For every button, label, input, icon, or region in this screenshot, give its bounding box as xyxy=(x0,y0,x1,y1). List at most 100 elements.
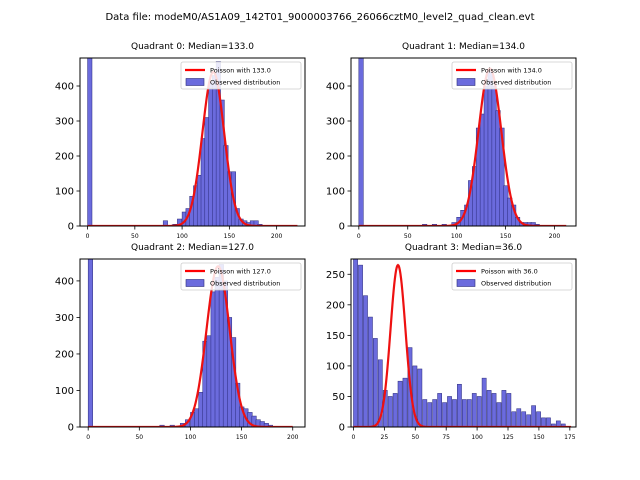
y-tick-label: 100 xyxy=(326,187,345,198)
legend-label: Poisson with 127.0 xyxy=(210,267,271,275)
x-tick-label: 125 xyxy=(502,434,514,441)
x-tick-label: 100 xyxy=(471,434,483,441)
legend-label: Observed distribution xyxy=(481,78,551,86)
x-tick-label: 0 xyxy=(86,434,90,441)
y-tick-label: 400 xyxy=(326,82,345,93)
x-tick-label: 75 xyxy=(442,434,450,441)
legend-label: Observed distribution xyxy=(210,78,280,86)
histogram-bar xyxy=(358,58,364,226)
legend: Poisson with 36.0 Observed distribution xyxy=(451,262,573,291)
y-tick-label: 300 xyxy=(55,313,74,324)
y-tick-label: 0 xyxy=(339,222,345,233)
histogram-bar xyxy=(541,417,546,427)
histogram-bar xyxy=(210,291,216,427)
histogram-bars xyxy=(353,259,566,427)
x-tick-label: 100 xyxy=(185,434,197,441)
legend: Poisson with 134.0 Observed distribution xyxy=(451,61,573,90)
x-tick-label: 100 xyxy=(451,233,463,240)
histogram-bars xyxy=(87,58,263,226)
histogram-bar xyxy=(363,295,368,427)
histogram-bar xyxy=(162,220,168,226)
histogram-bar xyxy=(397,380,403,427)
subplot-title: Quadrant 3: Median=36.0 xyxy=(405,243,523,253)
histogram-bar xyxy=(87,58,93,226)
y-tick-label: 100 xyxy=(326,361,345,372)
legend-box xyxy=(180,262,302,291)
y-tick-label: 0 xyxy=(68,423,74,434)
x-tick-label: 50 xyxy=(411,434,419,441)
x-tick-label: 0 xyxy=(352,434,356,441)
x-tick-label: 150 xyxy=(236,434,248,441)
histogram-bar xyxy=(506,393,512,427)
legend: Poisson with 133.0 Observed distribution xyxy=(180,61,302,90)
subplot-title: Quadrant 0: Median=133.0 xyxy=(131,42,254,52)
histogram-bar xyxy=(516,408,522,427)
y-tick-label: 250 xyxy=(326,270,345,281)
histogram-bar xyxy=(437,393,442,427)
legend-patch-swatch xyxy=(456,279,476,287)
plot-frame xyxy=(350,57,577,227)
legend-label: Poisson with 134.0 xyxy=(481,66,542,74)
histogram-bar xyxy=(194,408,200,427)
x-tick-label: 150 xyxy=(224,233,236,240)
histogram-bar xyxy=(466,399,472,427)
histogram-bar xyxy=(531,405,536,427)
x-tick-label: 50 xyxy=(131,233,139,240)
legend-label: Poisson with 133.0 xyxy=(210,66,271,74)
histogram-bar xyxy=(481,377,487,427)
x-tick-label: 25 xyxy=(381,434,389,441)
y-tick-label: 300 xyxy=(55,117,74,128)
y-tick-label: 150 xyxy=(326,331,345,342)
subplot-title: Quadrant 2: Median=127.0 xyxy=(131,243,254,253)
histogram-bar xyxy=(521,411,527,427)
histogram-bar xyxy=(358,264,363,427)
poisson-curve xyxy=(353,263,572,427)
histogram-bar xyxy=(476,396,482,427)
histogram-bar xyxy=(462,399,467,427)
x-tick-label: 0 xyxy=(86,233,90,240)
histogram-bar xyxy=(214,277,220,427)
y-tick-label: 50 xyxy=(332,392,345,403)
y-tick-label: 0 xyxy=(68,222,74,233)
histogram-bar xyxy=(501,390,507,427)
histogram-bars xyxy=(358,58,540,226)
histogram-bar xyxy=(442,402,447,427)
x-tick-label: 200 xyxy=(549,233,561,240)
legend-patch-swatch xyxy=(185,279,205,287)
histogram-bar xyxy=(560,423,566,427)
x-tick-label: 50 xyxy=(135,434,143,441)
subplots: 0 100 200 300 400 0 50 100 150 200 Quadrant 0: Med… xyxy=(55,42,577,441)
legend-label: Poisson with 36.0 xyxy=(481,267,538,275)
subplot-0: 0 100 200 300 400 0 50 100 150 200 Quadrant 0: Med… xyxy=(55,42,306,240)
histogram-bar xyxy=(551,423,556,427)
y-tick-label: 200 xyxy=(326,300,345,311)
histogram-bar xyxy=(486,390,492,427)
histogram-bar xyxy=(422,399,428,427)
histogram-bar xyxy=(526,414,531,427)
histogram-bar xyxy=(206,335,212,427)
histogram-bar xyxy=(471,393,477,427)
histogram-bar xyxy=(496,402,502,427)
histogram-bar xyxy=(402,377,408,427)
x-tick-label: 100 xyxy=(176,233,188,240)
histogram-bar xyxy=(457,383,462,427)
histogram-bar xyxy=(491,393,497,427)
histogram-bar xyxy=(452,399,457,427)
legend: Poisson with 127.0 Observed distribution xyxy=(180,262,302,291)
x-tick-label: 200 xyxy=(271,233,283,240)
histogram-bar xyxy=(368,316,373,427)
x-tick-label: 50 xyxy=(404,233,412,240)
histogram-bar xyxy=(536,411,541,427)
y-tick-label: 100 xyxy=(55,386,74,397)
histogram-bar xyxy=(432,399,438,427)
plot-frame xyxy=(79,57,306,227)
x-tick-label: 175 xyxy=(564,434,576,441)
y-tick-label: 400 xyxy=(55,82,74,93)
subplot-2: 0 100 200 300 400 0 50 100 150 200 Quadrant 2: Med… xyxy=(55,243,306,441)
histogram-bar xyxy=(198,392,204,427)
y-tick-label: 100 xyxy=(55,187,74,198)
histogram-bar xyxy=(387,396,393,427)
legend-box xyxy=(180,61,302,90)
histogram-bar xyxy=(427,402,433,427)
histogram-bar xyxy=(392,393,398,427)
